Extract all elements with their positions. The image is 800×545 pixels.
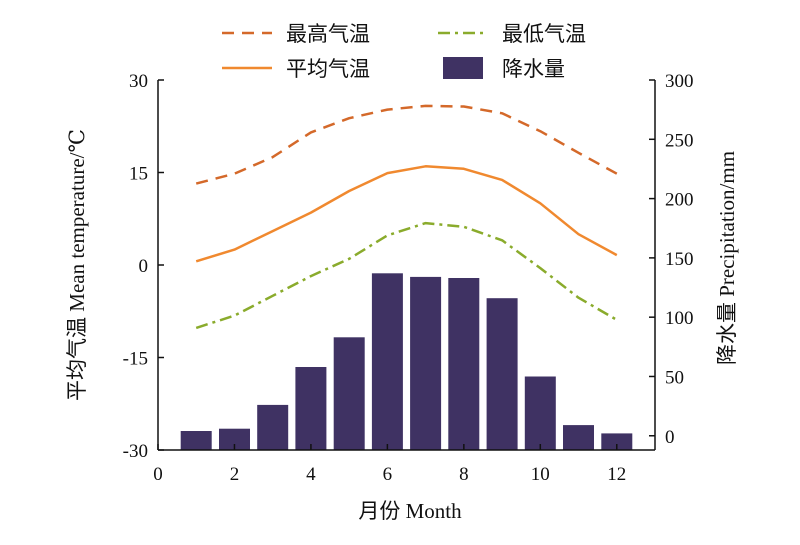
right-y-tick-label: 0 bbox=[665, 427, 675, 448]
precipitation-bar bbox=[180, 431, 212, 450]
right-y-tick-label: 300 bbox=[665, 71, 694, 92]
temperature-lines bbox=[195, 104, 618, 330]
right-y-tick-label: 100 bbox=[665, 308, 694, 329]
right-y-tick-label: 200 bbox=[665, 190, 694, 211]
right-y-tick-label: 250 bbox=[665, 130, 694, 151]
precipitation-bar bbox=[486, 298, 518, 450]
left-y-tick-label: 15 bbox=[129, 164, 148, 185]
left-y-tick-label: 0 bbox=[139, 256, 149, 277]
precipitation-bar bbox=[410, 276, 442, 450]
right-y-tick-label: 150 bbox=[665, 249, 694, 270]
legend: 最高气温 最低气温 平均气温 降水量 bbox=[222, 22, 586, 81]
max-temperature-line bbox=[195, 104, 618, 185]
x-tick-label: 0 bbox=[153, 464, 163, 485]
x-tick-label: 6 bbox=[383, 464, 393, 485]
min-temperature-line bbox=[195, 221, 618, 330]
precipitation-bar bbox=[563, 425, 594, 450]
mean-temperature-line bbox=[195, 165, 618, 263]
left-y-tick-label: -30 bbox=[123, 441, 148, 462]
precipitation-bar bbox=[601, 433, 633, 450]
x-tick-label: 2 bbox=[230, 464, 240, 485]
right-axis-label: 降水量 Precipitation/mm bbox=[715, 151, 739, 365]
precipitation-bar bbox=[524, 376, 556, 450]
right-y-tick-label: 50 bbox=[665, 367, 684, 388]
x-tick-label: 12 bbox=[607, 464, 626, 485]
legend-label-precipitation: 降水量 bbox=[502, 57, 565, 81]
precipitation-bar bbox=[295, 367, 327, 450]
left-axis-label: 平均气温 Mean temperature/℃ bbox=[65, 129, 89, 401]
legend-label-max-temp: 最高气温 bbox=[286, 22, 370, 46]
x-axis-label: 月份 Month bbox=[358, 499, 462, 523]
x-tick-label: 4 bbox=[306, 464, 316, 485]
precipitation-bar bbox=[257, 404, 289, 450]
x-tick-label: 8 bbox=[459, 464, 469, 485]
precipitation-bar bbox=[371, 273, 403, 450]
precipitation-bar bbox=[333, 337, 365, 450]
left-y-tick-label: 30 bbox=[129, 71, 148, 92]
axes bbox=[157, 79, 656, 451]
precipitation-bars bbox=[180, 273, 633, 450]
precipitation-bar bbox=[448, 278, 480, 450]
legend-label-min-temp: 最低气温 bbox=[502, 22, 586, 46]
legend-label-mean-temp: 平均气温 bbox=[286, 57, 370, 81]
precipitation-bar bbox=[219, 428, 250, 450]
left-y-tick-label: -15 bbox=[123, 349, 148, 370]
legend-symbol-precipitation bbox=[443, 57, 483, 79]
x-tick-label: 10 bbox=[531, 464, 550, 485]
